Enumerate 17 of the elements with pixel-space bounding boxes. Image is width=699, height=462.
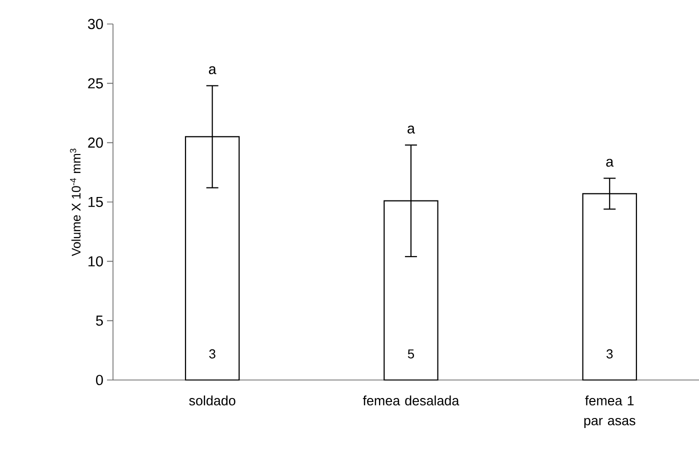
annotation: a <box>408 126 415 134</box>
x-tick-label: femea 1 par asas <box>584 396 636 428</box>
annotation: a <box>606 158 614 167</box>
y-tick-label: 20 <box>88 138 103 148</box>
y-tick-label: 30 <box>88 18 103 30</box>
x-tick-label: soldado <box>189 396 236 406</box>
y-tick-label: 10 <box>88 256 103 266</box>
x-tick-label: femea desalada <box>362 396 460 406</box>
annotation: a <box>208 66 216 74</box>
annotation: 3 <box>209 349 216 358</box>
y-tick-label: 0 <box>96 374 103 386</box>
y-axis-title: Volume X 10$^{-4}$ mm$^{3}$ <box>70 148 81 256</box>
annotation: 5 <box>408 349 414 358</box>
annotation: 3 <box>606 349 613 358</box>
y-tick-label: 15 <box>88 196 103 208</box>
y-tick-label: 25 <box>88 78 103 88</box>
y-tick-label: 5 <box>96 316 103 326</box>
